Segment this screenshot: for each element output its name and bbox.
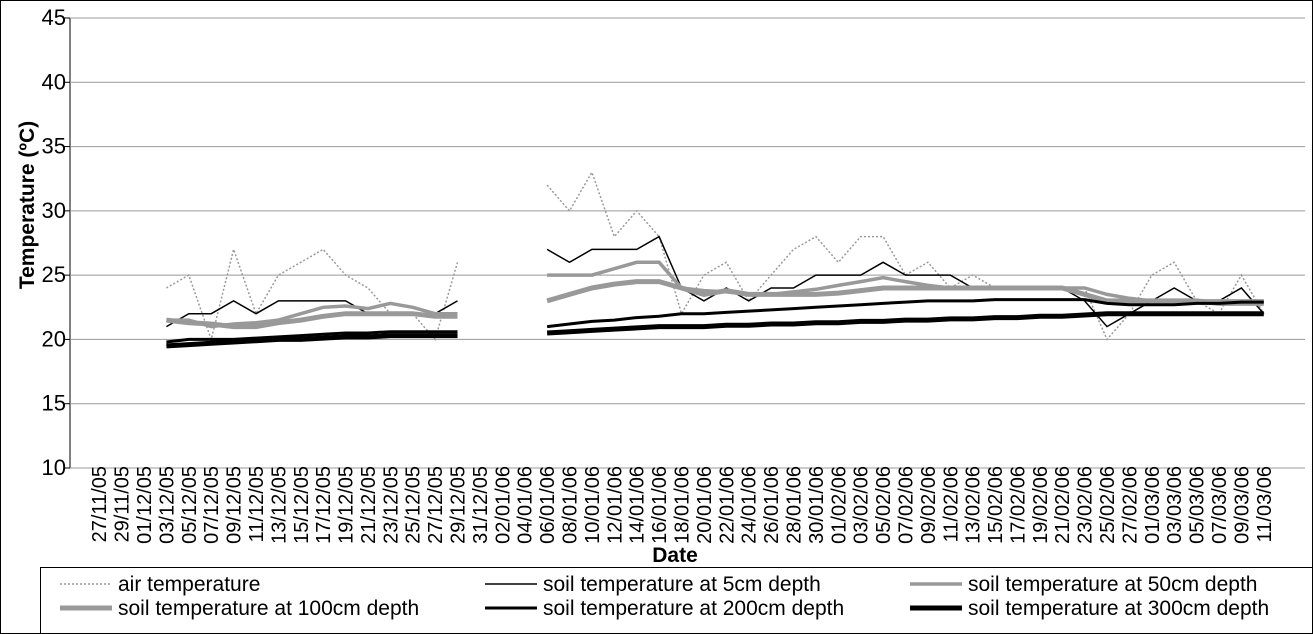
x-tick-label: 30/01/06 (806, 466, 828, 544)
x-tick-label: 18/01/06 (672, 466, 694, 544)
x-tick-label: 25/02/06 (1097, 466, 1119, 544)
x-tick-label: 23/12/05 (380, 466, 402, 544)
y-tick-label: 30 (42, 198, 66, 223)
x-tick-label: 21/02/06 (1052, 466, 1074, 544)
x-tick-label: 17/02/06 (1007, 466, 1029, 544)
y-tick-label: 40 (42, 69, 66, 94)
x-tick-label: 07/03/06 (1209, 466, 1231, 544)
x-tick-label: 07/02/06 (895, 466, 917, 544)
y-axis-label: Temperature (ºC) (16, 121, 39, 289)
x-tick-label: 20/01/06 (694, 466, 716, 544)
x-tick-label: 01/02/06 (828, 466, 850, 544)
x-tick-label: 29/12/05 (448, 466, 470, 544)
x-tick-label: 11/02/06 (940, 466, 962, 542)
series-line (166, 311, 1264, 349)
legend-label: air temperature (118, 573, 260, 596)
y-tick-label: 10 (42, 455, 66, 480)
x-tick-label: 22/01/06 (716, 466, 738, 544)
x-tick-label: 07/12/05 (201, 466, 223, 544)
x-tick-label: 03/02/06 (851, 466, 873, 544)
x-tick-label: 03/03/06 (1164, 466, 1186, 544)
y-tick-label: 35 (42, 134, 66, 159)
legend-label: soil temperature at 100cm depth (118, 597, 419, 620)
x-tick-label: 16/01/06 (649, 466, 671, 544)
x-tick-label: 29/11/05 (112, 466, 134, 542)
legend-label: soil temperature at 50cm depth (968, 573, 1258, 596)
x-tick-label: 21/12/05 (358, 466, 380, 544)
x-tick-label: 04/01/06 (515, 466, 537, 544)
series-line (166, 279, 1264, 330)
x-tick-label: 19/12/05 (336, 466, 358, 544)
y-tick-label: 15 (42, 391, 66, 416)
x-tick-label: 09/03/06 (1231, 466, 1253, 544)
x-tick-label: 31/12/05 (470, 466, 492, 544)
legend-label: soil temperature at 300cm depth (968, 597, 1269, 620)
legend-label: soil temperature at 200cm depth (543, 597, 844, 620)
x-tick-label: 13/02/06 (963, 466, 985, 544)
x-tick-label: 23/02/06 (1075, 466, 1097, 544)
y-tick-label: 25 (42, 262, 66, 287)
x-tick-label: 10/01/06 (582, 466, 604, 544)
x-tick-label: 14/01/06 (627, 466, 649, 544)
x-tick-label: 27/02/06 (1119, 466, 1141, 544)
x-tick-label: 08/01/06 (560, 466, 582, 544)
y-tick-label: 45 (42, 5, 66, 30)
x-tick-label: 27/12/05 (425, 466, 447, 544)
x-tick-label: 15/02/06 (985, 466, 1007, 544)
x-tick-label: 15/12/05 (291, 466, 313, 544)
x-tick-label: 05/02/06 (873, 466, 895, 544)
y-tick-label: 20 (42, 326, 66, 351)
x-tick-label: 26/01/06 (761, 466, 783, 544)
x-tick-label: 12/01/06 (604, 466, 626, 544)
x-tick-label: 13/12/05 (268, 466, 290, 544)
x-tick-label: 25/12/05 (403, 466, 425, 544)
x-tick-label: 05/12/05 (179, 466, 201, 544)
x-tick-label: 03/12/05 (156, 466, 178, 544)
x-tick-label: 19/02/06 (1030, 466, 1052, 544)
legend-label: soil temperature at 5cm depth (543, 573, 821, 596)
x-tick-label: 05/03/06 (1187, 466, 1209, 544)
x-tick-label: 17/12/05 (313, 466, 335, 544)
x-tick-label: 09/02/06 (918, 466, 940, 544)
x-tick-label: 11/12/05 (246, 466, 268, 542)
x-tick-label: 11/03/06 (1254, 466, 1276, 542)
series-line (166, 298, 1264, 344)
x-tick-label: 28/01/06 (783, 466, 805, 544)
x-tick-label: 01/12/05 (134, 466, 156, 544)
x-tick-label: 27/11/05 (89, 466, 111, 542)
x-axis-label: Date (652, 544, 698, 567)
x-tick-label: 01/03/06 (1142, 466, 1164, 544)
x-tick-label: 06/01/06 (537, 466, 559, 544)
x-tick-label: 09/12/05 (224, 466, 246, 544)
x-tick-label: 02/01/06 (492, 466, 514, 544)
x-tick-label: 24/01/06 (739, 466, 761, 544)
